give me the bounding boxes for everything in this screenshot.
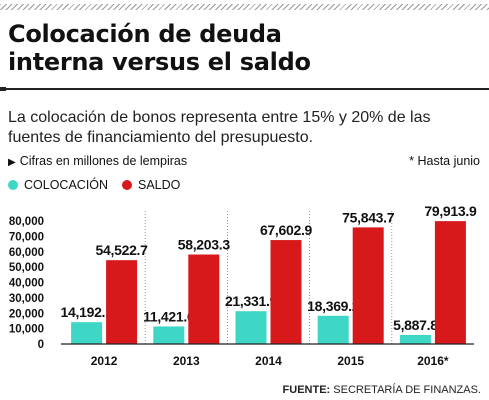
- bar-colocacion-2014: [235, 311, 267, 344]
- bar-colocacion-2012: [71, 322, 103, 344]
- bar-saldo-2014: [270, 240, 302, 344]
- legend-label-saldo: SALDO: [138, 178, 181, 192]
- data-label-saldo: 75,843.7: [342, 209, 395, 225]
- bar-colocacion-2016: [399, 334, 431, 344]
- header-hatch-decoration: [0, 4, 489, 10]
- x-tick-label: 2016*: [417, 354, 449, 368]
- legend-swatch-saldo: [122, 180, 132, 190]
- chart-subtitle: La colocación de bonos representa entre …: [8, 109, 431, 146]
- legend-item-colocacion: COLOCACIÓN: [8, 178, 108, 192]
- y-tick-label: 70,000: [9, 231, 44, 243]
- data-label-colocacion: 21,331.9: [225, 293, 278, 309]
- bar-colocacion-2015: [317, 315, 349, 344]
- legend-label-colocacion: COLOCACIÓN: [24, 178, 109, 192]
- source-text: SECRETARÍA DE FINANZAS.: [333, 384, 481, 396]
- title-divider-accent: [0, 87, 6, 91]
- y-tick-label: 80,000: [9, 216, 44, 228]
- x-tick-label: 2015: [337, 354, 364, 368]
- legend-item-saldo: SALDO: [122, 178, 180, 192]
- notes-row: ▶ Cifras en millones de lempiras * Hasta …: [8, 154, 482, 172]
- data-label-colocacion: 14,192.1: [61, 304, 114, 320]
- chart-title-line-1: Colocación de deuda: [8, 20, 282, 48]
- chart-title: Colocación de deuda interna versus el sa…: [8, 20, 478, 76]
- y-tick-label: 30,000: [9, 293, 44, 305]
- footnote: * Hasta junio: [409, 154, 480, 168]
- y-tick-label: 10,000: [9, 324, 44, 336]
- bar-saldo-2013: [188, 254, 220, 344]
- data-label-colocacion: 5,887.8: [393, 317, 438, 333]
- units-note: ▶ Cifras en millones de lempiras: [8, 154, 187, 168]
- y-tick-label: 40,000: [9, 278, 44, 290]
- x-tick-label: 2013: [173, 354, 200, 368]
- data-label-saldo: 79,913.9: [424, 205, 477, 219]
- y-tick-label: 50,000: [9, 262, 44, 274]
- source-label: FUENTE:: [282, 384, 331, 396]
- legend-swatch-colocacion: [8, 180, 18, 190]
- bar-colocacion-2013: [153, 326, 185, 344]
- title-divider: [0, 88, 489, 90]
- data-label-saldo: 54,522.7: [96, 242, 149, 258]
- data-label-saldo: 58,203.3: [178, 237, 231, 253]
- y-tick-label: 60,000: [9, 247, 44, 259]
- x-tick-label: 2012: [91, 354, 118, 368]
- triangle-right-icon: ▶: [8, 157, 16, 168]
- data-label-colocacion: 18,369.2: [307, 298, 360, 314]
- bar-chart: 0 10,000 20,000 30,000 40,000 50,000 60,000 70,…: [9, 205, 477, 368]
- data-label-colocacion: 11,421.6: [143, 308, 195, 324]
- bar-saldo-2016: [434, 221, 466, 344]
- units-note-text: Cifras en millones de lempiras: [19, 154, 188, 168]
- source-note: FUENTE: SECRETARÍA DE FINANZAS.: [283, 384, 481, 396]
- y-tick-label: 20,000: [9, 308, 44, 320]
- bar-saldo-2015: [352, 227, 384, 344]
- x-tick-label: 2014: [255, 354, 282, 368]
- y-tick-label: 0: [38, 339, 44, 351]
- bar-saldo-2012: [106, 260, 138, 344]
- data-label-saldo: 67,602.9: [260, 222, 313, 238]
- chart-title-line-2: interna versus el saldo: [8, 48, 311, 76]
